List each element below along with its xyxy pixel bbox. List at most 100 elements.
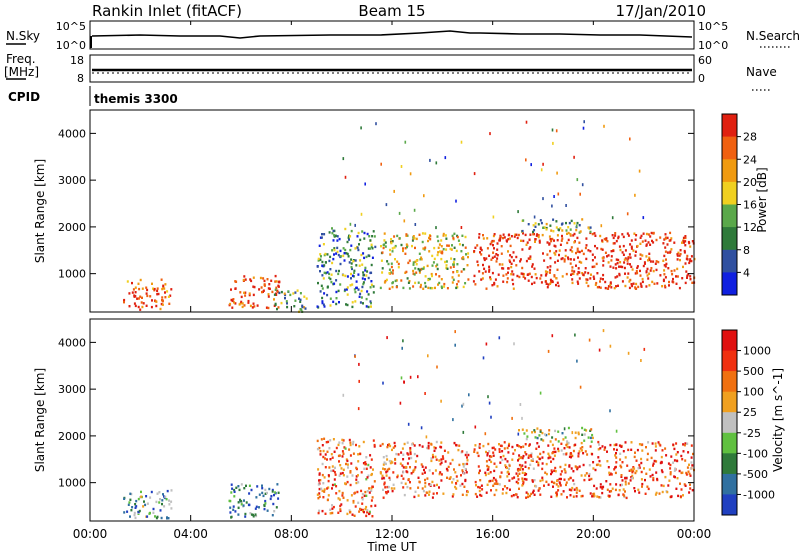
data-cell <box>348 234 350 237</box>
data-cell <box>362 281 365 284</box>
data-cell <box>549 271 551 274</box>
data-cell <box>231 299 234 303</box>
data-cell <box>381 251 384 254</box>
data-cell <box>359 452 362 455</box>
data-cell <box>474 283 477 286</box>
data-cell <box>675 453 678 456</box>
data-cell <box>589 436 592 440</box>
data-cell <box>465 493 468 497</box>
data-cell <box>618 265 620 268</box>
data-cell <box>140 301 143 304</box>
data-cell <box>585 281 588 284</box>
data-cell <box>572 495 575 498</box>
data-cell <box>405 243 408 246</box>
data-cell <box>489 132 491 136</box>
data-cell <box>651 280 654 284</box>
data-cell <box>652 478 655 482</box>
data-cell <box>415 259 418 262</box>
data-cell <box>687 470 690 473</box>
data-cell <box>434 446 437 450</box>
data-cell <box>581 446 584 449</box>
data-cell <box>631 284 634 288</box>
data-cell <box>499 235 502 239</box>
data-cell <box>672 443 675 446</box>
data-cell <box>386 458 389 461</box>
data-cell <box>570 467 573 470</box>
data-cell <box>151 299 153 302</box>
data-cell <box>495 482 498 485</box>
data-cell <box>531 459 534 462</box>
data-cell <box>599 483 602 486</box>
data-cell <box>624 480 627 483</box>
data-cell <box>284 297 286 300</box>
data-cell <box>417 486 420 489</box>
colorbar-tick-label: 16 <box>743 199 757 212</box>
data-cell <box>549 256 552 260</box>
data-cell <box>393 441 396 445</box>
data-cell <box>506 466 508 470</box>
data-cell <box>380 245 382 248</box>
data-cell <box>320 255 322 258</box>
data-cell <box>422 489 425 493</box>
data-cell <box>341 471 344 475</box>
data-cell <box>451 234 454 238</box>
data-cell <box>686 442 689 445</box>
data-cell <box>356 490 359 494</box>
data-cell <box>507 472 510 476</box>
data-cell <box>475 484 477 487</box>
data-cell <box>664 265 667 268</box>
data-cell <box>388 443 391 446</box>
data-cell <box>544 274 547 277</box>
data-cell <box>529 463 532 466</box>
data-cell <box>348 509 351 512</box>
data-cell <box>681 277 684 280</box>
data-cell <box>326 285 329 288</box>
data-cell <box>338 489 341 493</box>
data-cell <box>612 236 615 240</box>
data-cell <box>674 467 677 470</box>
data-cell <box>408 280 411 283</box>
data-cell <box>637 467 640 470</box>
data-cell <box>346 475 349 478</box>
data-cell <box>333 450 336 453</box>
data-cell <box>550 495 553 498</box>
colorbar-tick-label: -25 <box>743 427 761 440</box>
data-cell <box>610 250 613 253</box>
data-cell <box>342 273 345 277</box>
data-cell <box>388 287 391 290</box>
data-cell <box>368 254 371 258</box>
data-cell <box>500 245 503 248</box>
data-cell <box>525 496 528 499</box>
data-cell <box>517 467 520 471</box>
data-cell <box>565 443 568 447</box>
data-cell <box>629 278 632 282</box>
data-cell <box>623 261 626 264</box>
data-cell <box>366 290 369 293</box>
data-cell <box>492 451 495 454</box>
data-cell <box>603 124 605 128</box>
data-cell <box>235 280 238 283</box>
data-cell <box>447 451 450 454</box>
data-cell <box>669 473 672 476</box>
data-cell <box>156 492 159 495</box>
data-cell <box>338 460 340 463</box>
data-cell <box>634 286 637 289</box>
data-cell <box>636 265 639 268</box>
data-cell <box>556 171 558 175</box>
data-cell <box>627 234 630 237</box>
data-cell <box>271 490 274 493</box>
data-cell <box>539 277 542 280</box>
data-cell <box>493 281 496 285</box>
data-cell <box>615 429 618 433</box>
colorbar-tick-label: -100 <box>743 447 768 460</box>
data-cell <box>654 262 657 265</box>
data-cell <box>262 277 265 280</box>
data-cell <box>363 467 366 470</box>
data-cell <box>570 219 573 223</box>
data-cell <box>537 223 540 226</box>
data-cell <box>553 251 556 255</box>
data-cell <box>589 429 592 432</box>
data-cell <box>336 246 339 250</box>
data-cell <box>601 491 604 495</box>
data-cell <box>551 451 554 455</box>
